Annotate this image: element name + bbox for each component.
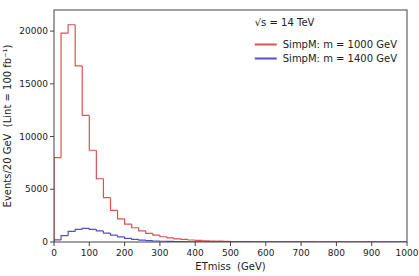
histogram-step (54, 158, 61, 242)
histogram-step (118, 235, 125, 237)
annotation: √s = 14 TeV (255, 17, 315, 28)
legend-label: SimpM: m = 1000 GeV (283, 39, 397, 50)
legend-label: SimpM: m = 1400 GeV (283, 53, 397, 64)
histogram-step (103, 179, 110, 198)
histogram-step (89, 228, 96, 229)
histogram-step (82, 66, 89, 116)
histogram-step (75, 229, 82, 231)
legend-swatch (255, 44, 277, 46)
histogram-step (89, 115, 96, 150)
x-tick-label: 300 (151, 248, 168, 258)
histogram-step (153, 233, 160, 235)
histogram-step (188, 239, 195, 241)
histogram-step (146, 240, 153, 242)
histogram-step (153, 240, 160, 242)
y-tick (50, 136, 54, 137)
histogram-step (75, 25, 82, 66)
x-axis-label: ETmiss (GeV) (195, 261, 265, 272)
histogram-step (132, 224, 139, 228)
histogram-step (160, 235, 167, 237)
histogram-step (139, 228, 146, 231)
x-tick (371, 242, 372, 246)
x-tick-label: 0 (51, 248, 57, 258)
histogram-step (132, 238, 139, 239)
histogram-step (146, 231, 153, 233)
histogram-step (96, 150, 103, 178)
histogram-step (110, 198, 117, 211)
histogram-series (54, 25, 407, 242)
x-tick-label: 200 (116, 248, 133, 258)
y-axis-label: Events/20 GeV (Lint = 100 fb⁻¹) (2, 45, 13, 208)
x-tick (159, 242, 160, 246)
histogram-step (195, 239, 202, 241)
y-tick (50, 242, 54, 243)
legend: SimpM: m = 1000 GeV SimpM: m = 1400 GeV (255, 39, 397, 64)
x-tick (230, 242, 231, 246)
y-tick (50, 189, 54, 190)
x-tick (336, 242, 337, 246)
histogram-step (110, 233, 117, 235)
histogram-step (139, 239, 146, 241)
histogram-step (61, 33, 68, 157)
histogram-step (82, 228, 89, 229)
x-tick (265, 242, 266, 246)
y-tick-label: 20000 (19, 26, 48, 36)
histogram-step (68, 231, 75, 235)
x-tick (407, 242, 408, 246)
histogram-step (209, 240, 216, 241)
x-tick (195, 242, 196, 246)
y-tick-label: 0 (42, 237, 48, 247)
plot-frame (54, 10, 407, 242)
y-tick-label: 10000 (19, 132, 48, 142)
histogram-step (125, 219, 132, 224)
x-tick-label: 900 (363, 248, 380, 258)
x-tick-label: 500 (222, 248, 239, 258)
histogram-step (167, 237, 174, 238)
histogram-step (181, 238, 188, 240)
y-tick (50, 83, 54, 84)
x-tick-label: 800 (328, 248, 345, 258)
x-tick (124, 242, 125, 246)
x-tick (54, 242, 55, 246)
histogram-series (54, 228, 407, 242)
y-tick (50, 31, 54, 32)
histogram-step (61, 236, 68, 240)
histogram-step (202, 240, 209, 242)
histogram-step (118, 210, 125, 218)
x-tick-label: 1000 (396, 248, 419, 258)
x-tick-label: 700 (293, 248, 310, 258)
legend-swatch (255, 58, 277, 60)
chart: 0100200300400500600700800900100005000100… (0, 0, 419, 276)
x-tick-label: 600 (257, 248, 274, 258)
y-tick-label: 15000 (19, 79, 48, 89)
x-tick-label: 100 (81, 248, 98, 258)
histogram-step (174, 237, 181, 239)
histogram-step (68, 25, 75, 33)
histogram-step (125, 237, 132, 238)
histogram-step (103, 231, 110, 233)
histogram-step (96, 229, 103, 231)
x-tick (89, 242, 90, 246)
x-tick-label: 400 (187, 248, 204, 258)
x-tick (301, 242, 302, 246)
y-tick-label: 5000 (25, 184, 48, 194)
data-group (54, 25, 407, 242)
